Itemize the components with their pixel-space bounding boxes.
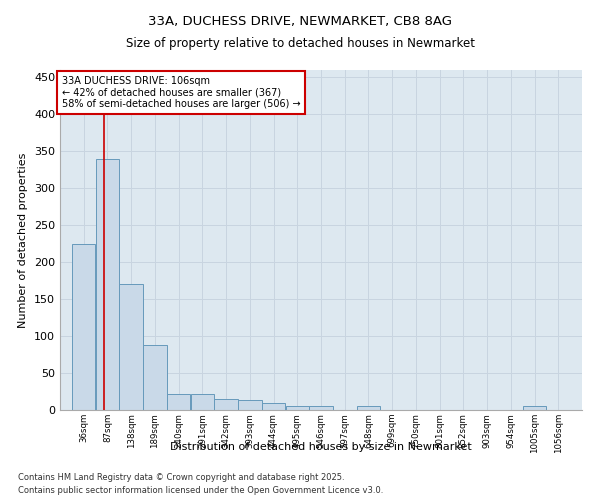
Text: 33A DUCHESS DRIVE: 106sqm
← 42% of detached houses are smaller (367)
58% of semi: 33A DUCHESS DRIVE: 106sqm ← 42% of detac… [62,76,301,109]
Bar [214,399,238,410]
Bar [167,394,190,410]
Text: Contains public sector information licensed under the Open Government Licence v3: Contains public sector information licen… [18,486,383,495]
Bar [119,284,143,410]
Bar [72,244,95,410]
Y-axis label: Number of detached properties: Number of detached properties [19,152,28,328]
Bar [523,406,546,410]
Bar [96,158,119,410]
Bar [191,394,214,410]
Text: Contains HM Land Registry data © Crown copyright and database right 2025.: Contains HM Land Registry data © Crown c… [18,472,344,482]
Text: 33A, DUCHESS DRIVE, NEWMARKET, CB8 8AG: 33A, DUCHESS DRIVE, NEWMARKET, CB8 8AG [148,15,452,28]
Bar [143,345,167,410]
Bar [357,406,380,410]
Text: Size of property relative to detached houses in Newmarket: Size of property relative to detached ho… [125,38,475,51]
Bar [286,406,309,410]
Text: Distribution of detached houses by size in Newmarket: Distribution of detached houses by size … [170,442,472,452]
Bar [238,400,262,410]
Bar [262,404,285,410]
Bar [309,406,333,410]
